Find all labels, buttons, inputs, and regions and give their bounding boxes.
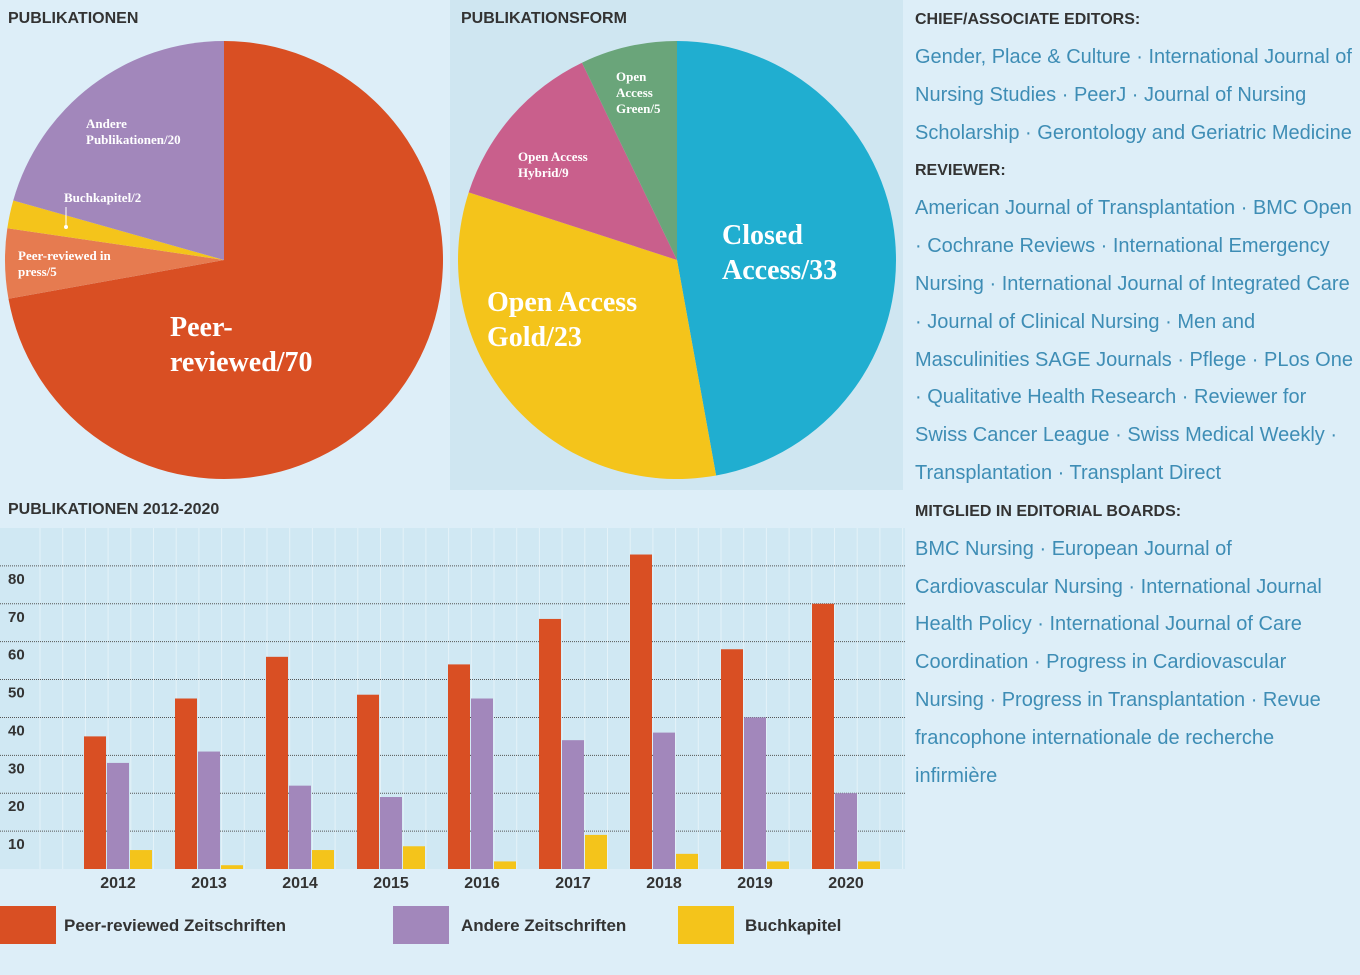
slice-label: Closed Access/33 — [722, 220, 838, 286]
bar — [812, 603, 834, 869]
pie-slice — [457, 192, 717, 480]
legend-label: Peer-reviewed Zeitschriften — [64, 916, 287, 935]
section-heading: CHIEF/ASSOCIATE EDITORS: — [915, 11, 1141, 28]
slice-label: Peer-reviewed/70 — [170, 312, 313, 378]
bar — [84, 736, 106, 869]
pie-slice — [13, 41, 225, 260]
section-heading: REVIEWER: — [915, 162, 1006, 180]
pie-slice — [677, 41, 896, 476]
chart-title: PUBLIKATIONEN 2012-2020 — [8, 501, 220, 518]
bar — [266, 656, 288, 869]
legend-swatch — [678, 906, 734, 944]
bar — [744, 717, 766, 869]
slice-label: Open Access Hybrid/9 — [518, 149, 588, 180]
pie-slice — [7, 200, 225, 260]
legend-label: Buchkapitel — [745, 916, 842, 935]
y-tick-label: 60 — [8, 647, 25, 664]
bar — [289, 785, 311, 869]
bar — [471, 698, 493, 869]
slice-label: Peer-reviewed in press/5 — [18, 248, 111, 279]
slice-label: Open Access Green/5 — [616, 69, 661, 116]
y-tick-label: 10 — [8, 836, 25, 853]
pie-slice — [581, 41, 677, 260]
bar — [198, 751, 220, 869]
y-tick-label: 50 — [8, 685, 25, 702]
chart-title: PUBLIKATIONSFORM — [461, 10, 627, 27]
legend-swatch — [393, 906, 449, 944]
bar — [494, 861, 516, 869]
y-tick-label: 20 — [8, 798, 25, 815]
bar — [380, 797, 402, 869]
bar — [721, 649, 743, 869]
pie-slice — [468, 62, 677, 260]
bar — [539, 618, 561, 869]
section-heading: MITGLIED IN EDITORIAL BOARDS: — [915, 502, 1182, 520]
x-tick-label: 2015 — [373, 875, 409, 892]
slice-label: Andere Publikationen/20 — [86, 116, 181, 147]
leader-dot — [64, 225, 68, 229]
bar — [858, 861, 880, 869]
bar — [562, 740, 584, 869]
legend-swatch — [0, 906, 56, 944]
x-tick-label: 2018 — [646, 875, 682, 892]
x-tick-label: 2019 — [737, 875, 773, 892]
x-tick-label: 2016 — [464, 875, 500, 892]
y-tick-label: 70 — [8, 609, 25, 626]
section-text: BMC Nursing · European Journal of Cardio… — [915, 537, 1322, 787]
bar — [130, 850, 152, 869]
bar — [835, 793, 857, 869]
x-tick-label: 2014 — [282, 875, 318, 892]
bar — [653, 732, 675, 869]
bar — [676, 853, 698, 869]
pie-slice — [4, 228, 225, 299]
pie-slice — [8, 41, 444, 479]
y-tick-label: 30 — [8, 760, 25, 777]
section-text: American Journal of Transplantation · BM… — [915, 197, 1353, 484]
bar — [221, 865, 243, 869]
x-tick-label: 2020 — [828, 875, 864, 892]
x-tick-label: 2017 — [555, 875, 591, 892]
y-tick-label: 40 — [8, 722, 25, 739]
slice-label: Buchkapitel/2 — [64, 190, 142, 205]
bar — [107, 762, 129, 869]
bar — [585, 834, 607, 869]
bar — [767, 861, 789, 869]
slice-label: Open Access Gold/23 — [487, 287, 638, 353]
x-tick-label: 2013 — [191, 875, 227, 892]
chart-title: PUBLIKATIONEN — [8, 10, 139, 27]
bar — [357, 694, 379, 869]
legend-label: Andere Zeitschriften — [461, 916, 627, 935]
bar — [448, 664, 470, 869]
sidebar: CHIEF/ASSOCIATE EDITORS: Gender, Place & … — [915, 1, 1355, 795]
bar — [175, 698, 197, 869]
section-text: Gender, Place & Culture · International … — [915, 46, 1352, 144]
x-tick-label: 2012 — [100, 875, 136, 892]
y-tick-label: 80 — [8, 571, 25, 588]
bar — [403, 846, 425, 869]
bar — [312, 850, 334, 869]
bar — [630, 554, 652, 869]
